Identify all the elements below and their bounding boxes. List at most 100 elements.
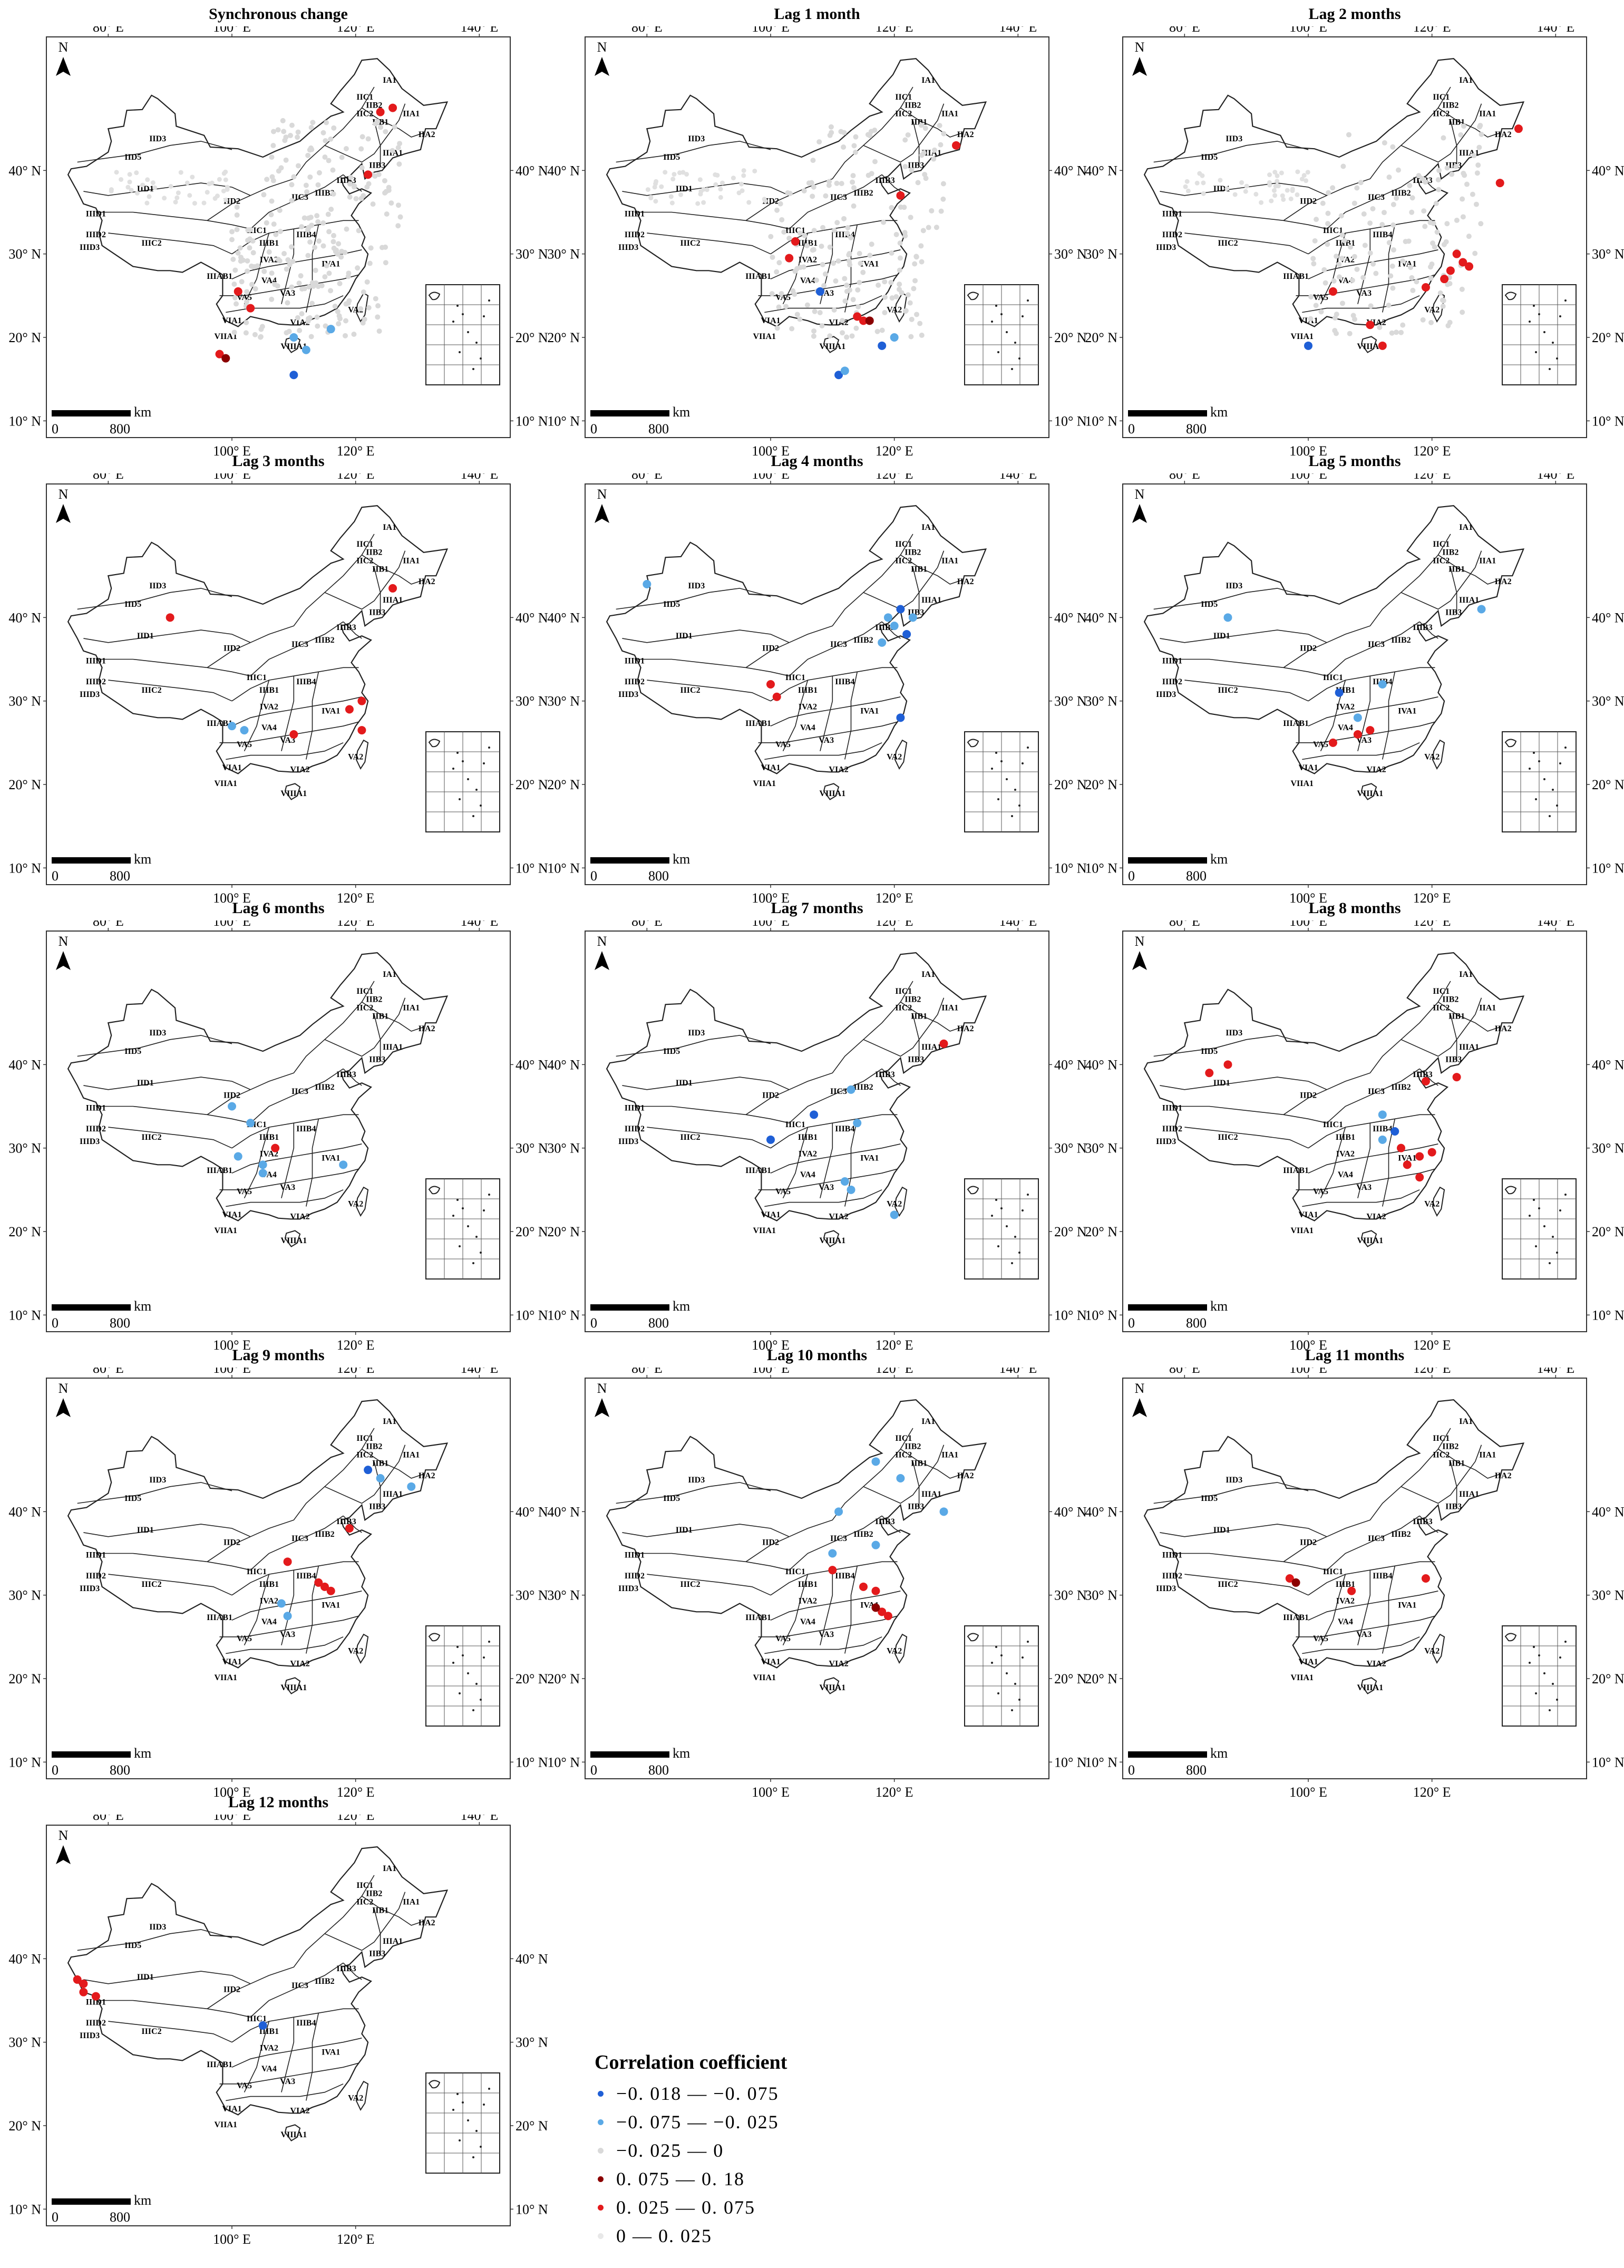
taiwan-outline <box>355 2080 369 2111</box>
zone-label: VA5 <box>1313 1187 1328 1196</box>
zone-label: VIA1 <box>1298 763 1318 772</box>
hainan-outline <box>823 1230 840 1247</box>
inset-island <box>1504 1633 1517 1642</box>
lat-tick-label-right: 20° N <box>516 1671 548 1687</box>
zone-boundary <box>900 1448 962 1479</box>
scale-unit-label: km <box>134 404 151 420</box>
zone-label: IIIB4 <box>296 2019 316 2028</box>
station-point-insignificant <box>713 182 718 187</box>
zone-boundary <box>1308 249 1438 279</box>
zone-label: VIIA1 <box>753 1226 776 1235</box>
zone-label: IID2 <box>762 1091 779 1100</box>
zone-label: IID3 <box>1226 134 1242 143</box>
station-point-insignificant <box>802 233 808 239</box>
lat-tick-label-left: 20° N <box>8 777 41 792</box>
station-point <box>890 333 899 342</box>
zone-label: IIA1 <box>403 1897 420 1906</box>
lat-tick-label-left: 20° N <box>1085 1671 1117 1687</box>
station-point-insignificant <box>295 163 301 169</box>
zone-label: IID3 <box>688 1476 705 1485</box>
lat-tick-label-right: 20° N <box>1054 777 1087 792</box>
station-point-insignificant <box>225 185 230 190</box>
zone-label: IIID2 <box>1162 1125 1182 1133</box>
zone-label: IIID3 <box>618 1584 638 1593</box>
station-point-insignificant <box>314 213 320 219</box>
station-point-insignificant <box>844 283 850 288</box>
zone-label: IIID1 <box>625 656 645 665</box>
station-point-insignificant <box>144 200 150 206</box>
station-point-insignificant <box>269 270 275 276</box>
zone-boundary <box>1296 1615 1435 1637</box>
station-point-insignificant <box>376 171 382 177</box>
station-point-insignificant <box>1313 303 1319 308</box>
south-china-sea-inset <box>1502 731 1577 832</box>
zone-label: VA5 <box>775 1634 791 1643</box>
zone-label: IIB3 <box>908 1503 924 1511</box>
station-point-insignificant <box>251 264 257 270</box>
zone-boundary <box>1357 1570 1371 1645</box>
zone-label: VIIA1 <box>753 332 776 341</box>
station-point-insignificant <box>343 318 348 324</box>
station-point-insignificant <box>281 250 287 256</box>
zone-label: IIC3 <box>291 1534 308 1543</box>
zone-label: IIIB3 <box>336 1517 356 1526</box>
lat-tick-label-right: 40° N <box>516 610 548 625</box>
lat-tick-label-right: 30° N <box>516 247 548 262</box>
zone-label: VA3 <box>819 736 834 745</box>
lon-tick-label-top: 140° E <box>460 473 498 482</box>
zone-label: IIIC2 <box>680 239 700 248</box>
zone-label: VA2 <box>1424 753 1440 762</box>
lon-tick-label-top: 120° E <box>1413 473 1451 482</box>
zone-label: VIA2 <box>290 318 309 327</box>
zone-label: VIA2 <box>829 1659 848 1668</box>
inset-island-dot <box>462 313 464 315</box>
station-point-insignificant <box>1441 241 1447 247</box>
zone-boundary <box>343 1962 362 1980</box>
zone-boundary <box>863 1445 945 1504</box>
scale-bar <box>590 857 669 864</box>
station-point-insignificant <box>809 180 814 186</box>
station-point-insignificant <box>134 170 139 176</box>
zone-boundary <box>374 1908 381 1955</box>
station-point-insignificant <box>1349 277 1355 283</box>
zone-label: VIIA1 <box>1290 1673 1314 1682</box>
inset-island-dot <box>1000 1207 1003 1209</box>
station-point-insignificant <box>1436 187 1442 192</box>
station-point <box>215 350 224 358</box>
station-point-insignificant <box>831 260 837 266</box>
station-point-insignificant <box>397 141 403 147</box>
zone-label: IIID3 <box>1156 243 1176 252</box>
station-point <box>1205 1069 1214 1078</box>
station-point-insignificant <box>295 129 301 135</box>
lon-tick-label-bottom: 120° E <box>1413 1337 1451 1353</box>
station-point <box>364 170 373 179</box>
station-point-insignificant <box>1259 200 1264 205</box>
station-point-insignificant <box>162 196 167 201</box>
station-point-insignificant <box>344 226 349 232</box>
station-point-insignificant <box>1379 221 1385 227</box>
zone-label: IIB2 <box>366 548 382 557</box>
zone-label: IID1 <box>137 1526 154 1535</box>
inset-island-dot <box>1022 762 1024 764</box>
station-point-insignificant <box>797 316 803 322</box>
zone-boundary <box>770 1114 898 1149</box>
lat-tick-label-right: 10° N <box>516 1755 548 1770</box>
zone-label: IIIB3 <box>336 1070 356 1079</box>
zone-label: IIIB2 <box>315 636 334 645</box>
zone-label: VA4 <box>261 723 277 732</box>
zone-boundary <box>789 1515 882 1571</box>
zone-label: IIIB3 <box>1413 623 1432 632</box>
station-point-insignificant <box>313 267 318 273</box>
inset-island-dot <box>472 1262 474 1264</box>
station-point-insignificant <box>109 187 114 192</box>
station-point-insignificant <box>296 280 302 286</box>
zone-label: IIIB1 <box>798 1580 818 1589</box>
station-point-insignificant <box>713 172 718 177</box>
zone-label: IIID1 <box>625 1550 645 1559</box>
lat-tick-label-right: 30° N <box>516 1141 548 1156</box>
zone-label: IID2 <box>1300 197 1317 206</box>
inset-island-dot <box>467 2119 469 2121</box>
station-point-insignificant <box>239 279 245 285</box>
station-point-insignificant <box>922 125 928 131</box>
